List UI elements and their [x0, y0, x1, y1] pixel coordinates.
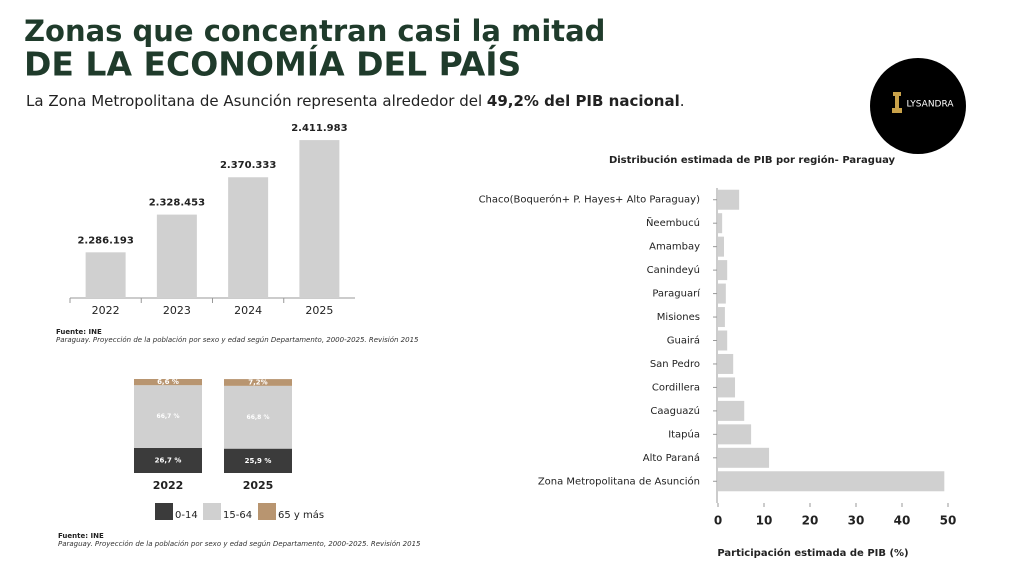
bar: [718, 307, 725, 328]
y-tick-label: Cordillera: [652, 382, 700, 393]
y-tick-label: Guairá: [667, 335, 700, 347]
bar: [718, 353, 734, 374]
y-tick-label: Amambay: [649, 242, 700, 253]
logo: LYSANDRA: [870, 58, 966, 154]
bar-segment: [134, 385, 202, 448]
value-label: 25,9 %: [245, 457, 272, 465]
legend-swatch: [258, 503, 276, 520]
value-label: 66,8 %: [247, 414, 270, 421]
source-text: Paraguay. Proyección de la población por…: [58, 540, 421, 548]
source-label: Fuente: INE: [56, 328, 102, 336]
bar-segment: [224, 448, 292, 473]
y-tick-label: Caaguazú: [650, 405, 700, 417]
bar-segment: [224, 379, 292, 386]
y-tick-label: Misiones: [657, 312, 700, 323]
x-tick-label: 2022: [92, 304, 120, 317]
bar: [718, 377, 736, 398]
bar: [718, 424, 752, 445]
value-label: 2.370.333: [220, 160, 276, 171]
x-tick-label: 0: [714, 514, 722, 528]
subtitle: La Zona Metropolitana de Asunción repres…: [26, 92, 685, 110]
bar: [718, 447, 770, 468]
y-tick-label: Alto Paraná: [643, 452, 700, 464]
title-line1: Zonas que concentran casi la mitad: [24, 14, 605, 48]
chart-title: Distribución estimada de PIB por región-…: [609, 154, 896, 166]
bar-segment: [134, 447, 202, 473]
x-axis-label: Participación estimada de PIB (%): [717, 547, 908, 559]
y-tick-label: San Pedro: [650, 359, 700, 370]
y-tick-label: Chaco(Boquerón+ P. Hayes+ Alto Paraguay): [479, 194, 701, 206]
x-tick-label: 10: [756, 514, 773, 528]
bar: [85, 252, 126, 298]
x-tick-label: 50: [940, 514, 957, 528]
x-tick-label: 30: [848, 514, 865, 528]
y-tick-label: Canindeyú: [647, 264, 700, 276]
bar: [156, 214, 197, 298]
x-tick-label: 2025: [305, 304, 333, 317]
value-label: 26,7 %: [155, 456, 182, 464]
bar: [228, 177, 269, 298]
bar: [718, 189, 740, 210]
bar: [718, 471, 945, 492]
bar: [718, 330, 728, 351]
source-box: Paraguay. Proyección de la población por…: [58, 540, 421, 548]
value-label: 66,7 %: [157, 413, 180, 420]
x-tick-label: 2023: [163, 304, 191, 317]
title-line2: DE LA ECONOMÍA DEL PAÍS: [24, 44, 521, 84]
x-tick-label: 2022: [153, 479, 184, 492]
x-tick-label: 2025: [243, 479, 274, 492]
bar: [718, 260, 728, 281]
y-tick-label: Zona Metropolitana de Asunción: [538, 475, 700, 487]
bar-segment: [224, 385, 292, 449]
subtitle-text: La Zona Metropolitana de Asunción repres…: [26, 92, 487, 110]
bar: [718, 213, 723, 234]
value-label: 7,2%: [248, 378, 267, 386]
x-tick-label: 20: [802, 514, 819, 528]
value-label: 2.411.983: [291, 123, 347, 134]
value-label: 2.328.453: [149, 198, 205, 209]
legend-label: 65 y más: [278, 509, 324, 521]
y-tick-label: Ñeembucú: [646, 216, 700, 229]
logo-circle: [870, 58, 966, 154]
logo-text: LYSANDRA: [906, 100, 954, 110]
bar: [299, 140, 340, 298]
x-tick-label: 2024: [234, 304, 262, 317]
source-box: Paraguay. Proyección de la población por…: [56, 336, 419, 344]
bar: [718, 283, 726, 304]
bar: [718, 236, 724, 257]
legend-label: 15-64: [223, 510, 252, 521]
x-tick-label: 40: [894, 514, 911, 528]
source-text: Paraguay. Proyección de la población por…: [56, 336, 419, 344]
logo-icon: [892, 92, 902, 113]
source-label: Fuente: INE: [58, 532, 104, 540]
value-label: 2.286.193: [77, 235, 133, 246]
legend-swatch: [203, 503, 221, 520]
bar-segment: [134, 379, 202, 386]
value-label: 6,6 %: [157, 378, 179, 386]
legend-label: 0-14: [175, 510, 198, 521]
legend-swatch: [155, 503, 173, 520]
y-tick-label: Paraguarí: [652, 288, 701, 300]
y-tick-label: Itapúa: [668, 428, 700, 440]
subtitle-end: .: [680, 92, 685, 110]
bar: [718, 400, 745, 421]
subtitle-highlight: 49,2% del PIB nacional: [487, 92, 680, 110]
